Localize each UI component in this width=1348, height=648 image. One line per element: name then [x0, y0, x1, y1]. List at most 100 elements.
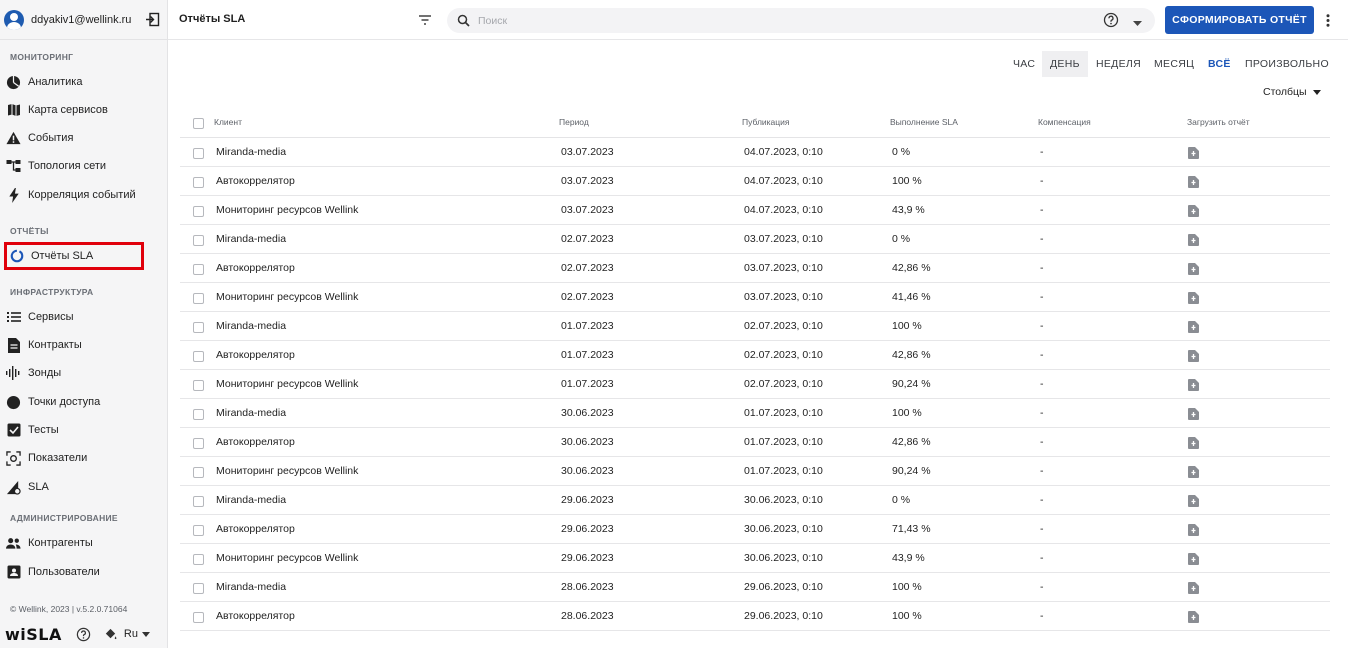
download-report-icon[interactable]	[1188, 553, 1199, 565]
period-tab[interactable]: ДЕНЬ	[1042, 51, 1088, 77]
row-checkbox[interactable]	[193, 496, 204, 507]
sidebar-item[interactable]: Контрагенты	[0, 532, 168, 554]
search-bar[interactable]	[447, 8, 1155, 33]
table-row[interactable]: Автокоррелятор 30.06.2023 01.07.2023, 0:10…	[180, 428, 1330, 457]
download-report-icon[interactable]	[1188, 147, 1199, 159]
more-vert-icon[interactable]	[1326, 14, 1330, 30]
search-input[interactable]	[478, 14, 1118, 27]
chevron-down-icon[interactable]	[1312, 89, 1321, 95]
logout-icon[interactable]	[145, 12, 160, 27]
download-report-icon[interactable]	[1188, 582, 1199, 594]
sidebar-item[interactable]: Корреляция событий	[0, 184, 168, 206]
sidebar-item[interactable]: Показатели	[0, 447, 168, 469]
sidebar-item[interactable]: Точки доступа	[0, 391, 168, 413]
download-report-icon[interactable]	[1188, 495, 1199, 507]
table-row[interactable]: Мониторинг ресурсов Wellink 03.07.2023 04.…	[180, 196, 1330, 225]
row-checkbox[interactable]	[193, 351, 204, 362]
table-row[interactable]: Автокоррелятор 28.06.2023 29.06.2023, 0:10…	[180, 602, 1330, 631]
column-header-period[interactable]: Период	[559, 117, 589, 127]
sidebar-item[interactable]: Сервисы	[0, 306, 168, 328]
table-row[interactable]: Miranda-media 02.07.2023 03.07.2023, 0:10 0…	[180, 225, 1330, 254]
sidebar-item[interactable]: Аналитика	[0, 71, 168, 93]
download-report-icon[interactable]	[1188, 234, 1199, 246]
download-report-icon[interactable]	[1188, 408, 1199, 420]
download-report-icon[interactable]	[1188, 437, 1199, 449]
user-email[interactable]: ddyakiv1@wellink.ru	[31, 13, 132, 26]
download-report-icon[interactable]	[1188, 466, 1199, 478]
avatar-icon[interactable]	[4, 9, 24, 30]
cell-client: Мониторинг ресурсов Wellink	[216, 204, 359, 216]
download-report-icon[interactable]	[1188, 205, 1199, 217]
sidebar-item[interactable]: Топология сети	[0, 155, 168, 177]
sidebar-item[interactable]: Карта сервисов	[0, 99, 168, 121]
period-tab[interactable]: ПРОИЗВОЛЬНО	[1245, 58, 1329, 70]
paint-bucket-icon[interactable]	[103, 627, 118, 642]
download-report-icon[interactable]	[1188, 176, 1199, 188]
row-checkbox[interactable]	[193, 612, 204, 623]
row-checkbox[interactable]	[193, 380, 204, 391]
column-header-publication[interactable]: Публикация	[742, 117, 790, 127]
row-checkbox[interactable]	[193, 438, 204, 449]
help-icon[interactable]	[1103, 12, 1119, 31]
sidebar-item[interactable]: Тесты	[0, 419, 168, 441]
column-header-download[interactable]: Загрузить отчёт	[1187, 117, 1250, 127]
row-checkbox[interactable]	[193, 235, 204, 246]
table-row[interactable]: Miranda-media 28.06.2023 29.06.2023, 0:10 1…	[180, 573, 1330, 602]
columns-button[interactable]: Столбцы	[1263, 86, 1321, 98]
download-report-icon[interactable]	[1188, 611, 1199, 623]
table-row[interactable]: Автокоррелятор 03.07.2023 04.07.2023, 0:10…	[180, 167, 1330, 196]
table-row[interactable]: Miranda-media 29.06.2023 30.06.2023, 0:10 0…	[180, 486, 1330, 515]
chevron-down-icon[interactable]	[141, 631, 150, 637]
column-header-compensation[interactable]: Компенсация	[1038, 117, 1091, 127]
table-row[interactable]: Miranda-media 03.07.2023 04.07.2023, 0:10 0…	[180, 138, 1330, 167]
columns-label[interactable]: Столбцы	[1263, 86, 1307, 98]
help-icon[interactable]	[76, 627, 91, 642]
period-tab[interactable]: ВСЁ	[1208, 58, 1231, 70]
column-header-client[interactable]: Клиент	[214, 117, 242, 127]
cell-publication: 02.07.2023, 0:10	[744, 378, 823, 390]
filter-icon[interactable]	[418, 14, 432, 29]
table-row[interactable]: Мониторинг ресурсов Wellink 29.06.2023 30.…	[180, 544, 1330, 573]
table-row[interactable]: Miranda-media 30.06.2023 01.07.2023, 0:10 1…	[180, 399, 1330, 428]
sidebar-item[interactable]: SLA	[0, 476, 168, 498]
download-report-icon[interactable]	[1188, 292, 1199, 304]
download-report-icon[interactable]	[1188, 379, 1199, 391]
row-checkbox[interactable]	[193, 293, 204, 304]
row-checkbox[interactable]	[193, 322, 204, 333]
download-report-icon[interactable]	[1188, 524, 1199, 536]
period-tab[interactable]: МЕСЯЦ	[1154, 58, 1195, 70]
row-checkbox[interactable]	[193, 554, 204, 565]
period-tab[interactable]: ЧАС	[1013, 58, 1036, 70]
sidebar-item[interactable]: Пользователи	[0, 561, 168, 583]
row-checkbox[interactable]	[193, 409, 204, 420]
row-checkbox[interactable]	[193, 148, 204, 159]
table-row[interactable]: Miranda-media 01.07.2023 02.07.2023, 0:10 1…	[180, 312, 1330, 341]
row-checkbox[interactable]	[193, 525, 204, 536]
period-tab[interactable]: НЕДЕЛЯ	[1096, 58, 1141, 70]
sidebar-item[interactable]: События	[0, 127, 168, 149]
row-checkbox[interactable]	[193, 467, 204, 478]
table-row[interactable]: Мониторинг ресурсов Wellink 30.06.2023 01.…	[180, 457, 1330, 486]
row-checkbox[interactable]	[193, 583, 204, 594]
table-row[interactable]: Автокоррелятор 01.07.2023 02.07.2023, 0:10…	[180, 341, 1330, 370]
download-report-icon[interactable]	[1188, 350, 1199, 362]
row-checkbox[interactable]	[193, 264, 204, 275]
cell-client: Мониторинг ресурсов Wellink	[216, 465, 359, 477]
table-row[interactable]: Автокоррелятор 02.07.2023 03.07.2023, 0:10…	[180, 254, 1330, 283]
table-row[interactable]: Мониторинг ресурсов Wellink 01.07.2023 02.…	[180, 370, 1330, 399]
sidebar-item[interactable]: Отчёты SLA	[4, 242, 144, 270]
row-checkbox[interactable]	[193, 206, 204, 217]
download-report-icon[interactable]	[1188, 263, 1199, 275]
column-header-sla[interactable]: Выполнение SLA	[890, 117, 958, 127]
language-select[interactable]: Ru	[123, 628, 138, 640]
table-row[interactable]: Автокоррелятор 29.06.2023 30.06.2023, 0:10…	[180, 515, 1330, 544]
table-row[interactable]: Мониторинг ресурсов Wellink 02.07.2023 03.…	[180, 283, 1330, 312]
download-report-icon[interactable]	[1188, 321, 1199, 333]
sidebar-item[interactable]: Контракты	[0, 334, 168, 356]
sidebar-item[interactable]: Зонды	[0, 362, 168, 384]
chevron-down-icon[interactable]	[1133, 17, 1142, 29]
generate-report-button[interactable]: СФОРМИРОВАТЬ ОТЧЁТ	[1165, 6, 1314, 34]
select-all-checkbox[interactable]	[193, 118, 204, 129]
user-row[interactable]: ddyakiv1@wellink.ru	[0, 0, 167, 40]
row-checkbox[interactable]	[193, 177, 204, 188]
